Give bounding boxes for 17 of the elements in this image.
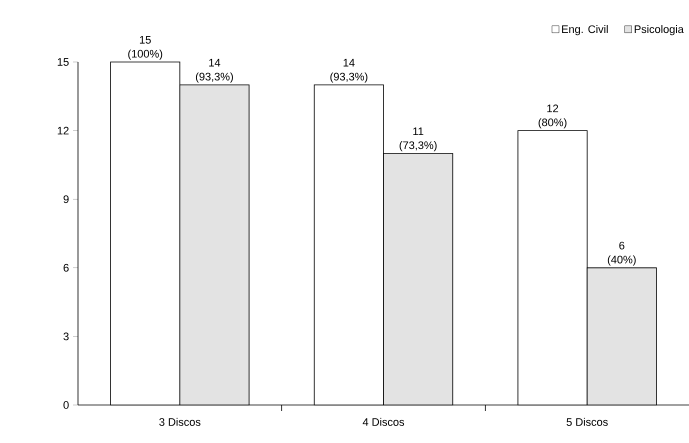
data-label: 12 (80%) [538,104,566,128]
data-label: 11 (73,3%) [400,128,437,152]
y-tick-label: 15 [58,58,69,66]
data-label: 14 (93,3%) [196,58,233,83]
y-tick-label: 3 [63,332,69,340]
x-tick-label: 4 Discos [362,418,404,426]
legend-label: Psicologia [634,25,684,36]
x-tick-label: 5 Discos [566,418,608,426]
legend-label: Eng. Civil [562,25,608,36]
y-tick-label: 0 [63,401,69,409]
data-label: 6 (40%) [608,242,636,266]
data-label: 14 (93,3%) [330,58,368,83]
y-tick-label: 9 [64,195,69,204]
y-tick-label: 6 [64,264,69,272]
x-tick-label: 3 Discos [159,418,200,426]
data-label: 15 (100%) [128,36,162,60]
y-tick-label: 12 [58,126,69,134]
